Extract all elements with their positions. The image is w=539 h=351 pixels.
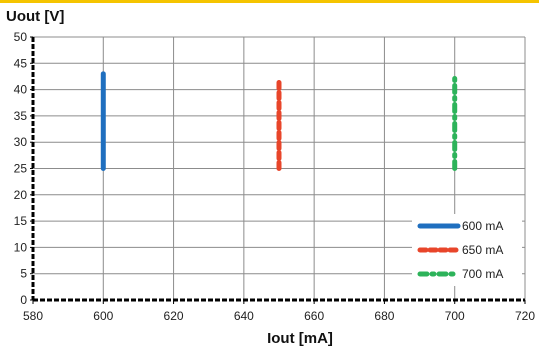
y-tick-label: 5 bbox=[20, 267, 27, 281]
y-tick-label: 25 bbox=[14, 162, 28, 176]
y-tick-label: 0 bbox=[20, 293, 27, 307]
data-series bbox=[100, 71, 458, 171]
y-tick-label: 15 bbox=[14, 214, 28, 228]
x-tick-label: 620 bbox=[164, 309, 184, 323]
legend-label: 600 mA bbox=[462, 219, 503, 233]
legend-label: 650 mA bbox=[462, 243, 503, 257]
legend-label: 700 mA bbox=[462, 267, 503, 281]
x-tick-label: 680 bbox=[374, 309, 394, 323]
y-tick-label: 10 bbox=[14, 240, 28, 254]
y-tick-label: 50 bbox=[14, 30, 28, 44]
x-tick-label: 700 bbox=[445, 309, 465, 323]
x-tick-label: 720 bbox=[515, 309, 535, 323]
x-tick-label: 600 bbox=[93, 309, 113, 323]
x-tick-label: 580 bbox=[23, 309, 43, 323]
y-tick-label: 45 bbox=[14, 56, 28, 70]
x-tick-label: 640 bbox=[234, 309, 254, 323]
y-axis-title: Uout [V] bbox=[6, 8, 64, 25]
y-tick-label: 35 bbox=[14, 109, 28, 123]
y-tick-label: 30 bbox=[14, 135, 28, 149]
y-tick-label: 40 bbox=[14, 83, 28, 97]
y-tick-label: 20 bbox=[14, 188, 28, 202]
top-rule bbox=[0, 0, 539, 3]
legend: 600 mA 650 mA 700 mA bbox=[412, 214, 522, 286]
axes bbox=[31, 37, 525, 302]
x-tick-label: 660 bbox=[304, 309, 324, 323]
x-axis-title: Iout [mA] bbox=[267, 330, 333, 347]
tick-labels: 0 5 10 15 20 25 30 35 40 45 50 580 600 620 640 660 680 70… bbox=[14, 30, 536, 323]
